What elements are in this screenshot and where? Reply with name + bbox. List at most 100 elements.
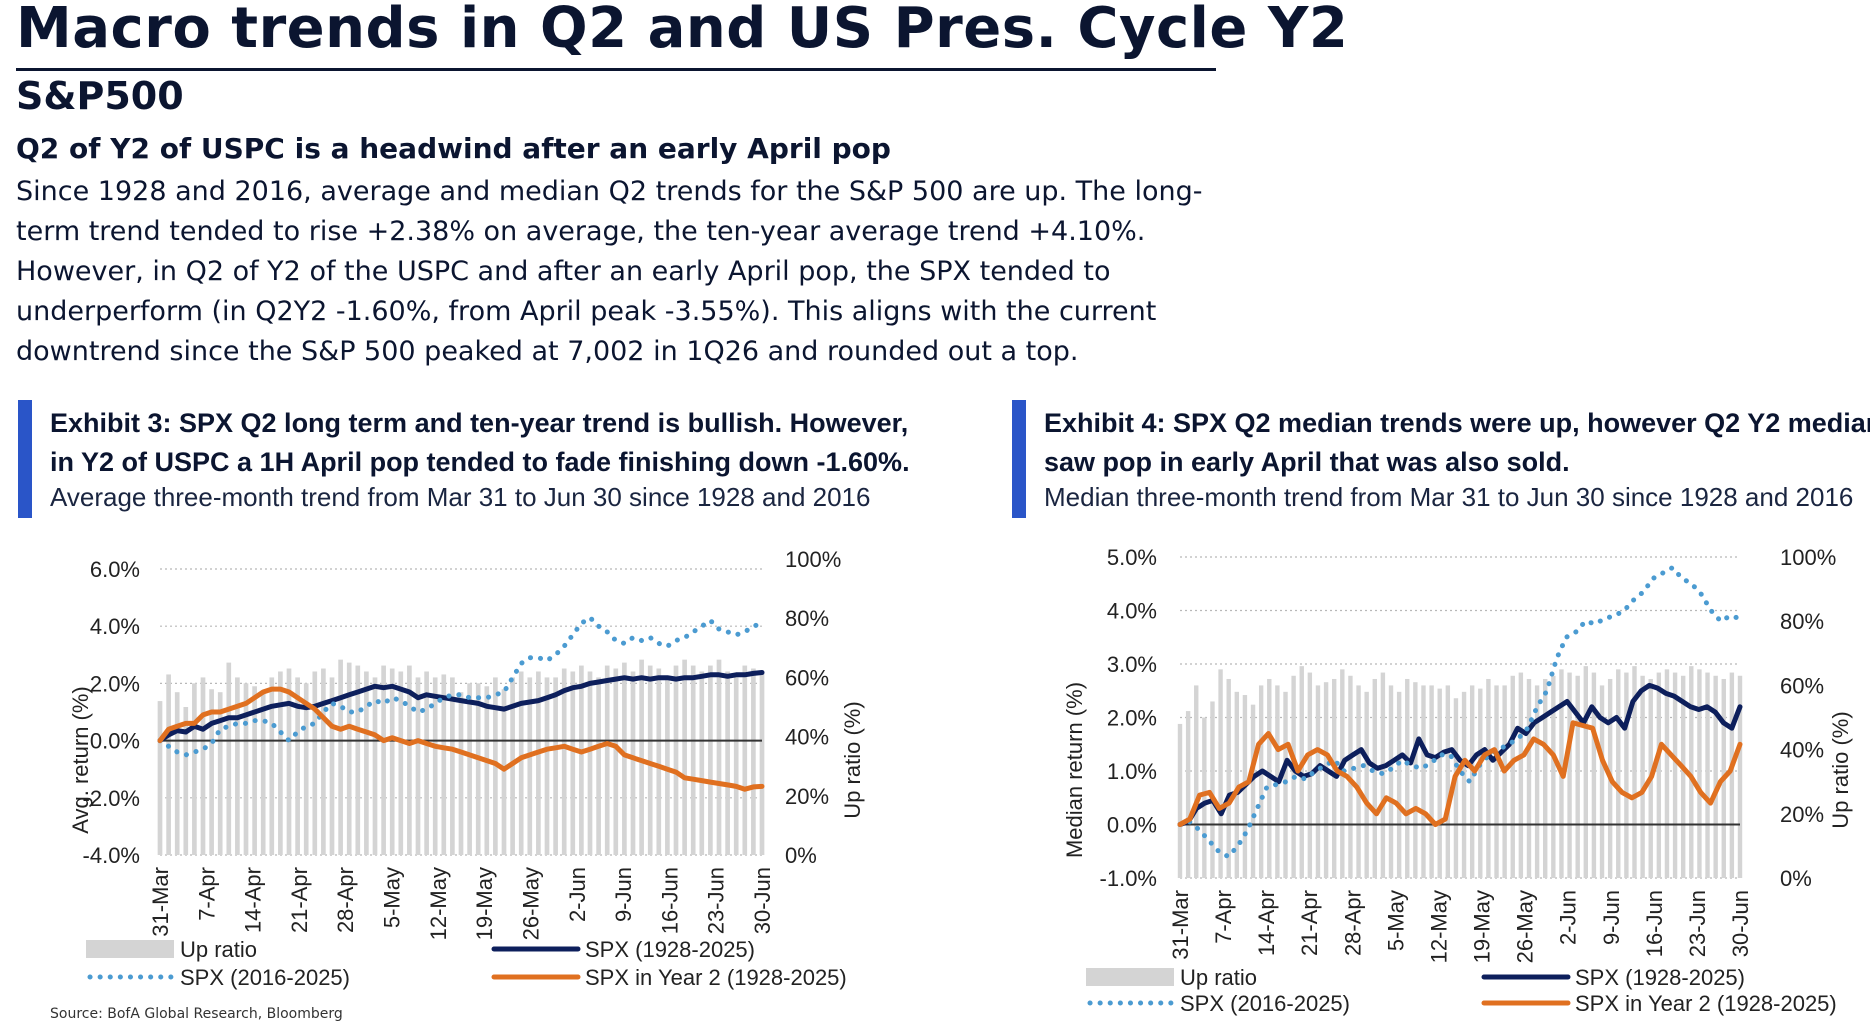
- up-ratio-bar: [1429, 685, 1434, 878]
- up-ratio-bar: [1421, 685, 1426, 878]
- up-ratio-bar: [518, 671, 524, 855]
- up-ratio-bar: [450, 677, 455, 855]
- up-ratio-bar: [346, 662, 352, 855]
- up-ratio-bar: [733, 677, 739, 855]
- y-tick-label: 2.0%: [1107, 706, 1157, 731]
- x-tick-label: 2-Jun: [565, 867, 590, 922]
- series-line: [157, 670, 765, 744]
- series-line: [1177, 720, 1743, 827]
- up-ratio-bar: [1250, 704, 1256, 878]
- legend-label: Up ratio: [180, 937, 257, 962]
- y-tick-label: -1.0%: [1100, 866, 1157, 891]
- section-headline: Q2 of Y2 of USPC is a headwind after an …: [16, 132, 891, 165]
- y2-tick-label: 40%: [785, 725, 829, 750]
- x-tick-label: 7-Apr: [1211, 890, 1236, 944]
- y-tick-label: 0.0%: [90, 729, 140, 754]
- x-tick-label: 16-Jun: [1642, 890, 1667, 957]
- up-ratio-bar: [656, 668, 662, 855]
- y-tick-label: 1.0%: [1107, 759, 1157, 784]
- x-tick-label: 5-May: [1383, 890, 1408, 951]
- up-ratio-bar: [1218, 669, 1223, 878]
- up-ratio-bar: [398, 671, 404, 855]
- y2-tick-label: 60%: [1780, 673, 1824, 698]
- series-line: [157, 686, 765, 792]
- x-tick-label: 21-Apr: [287, 867, 312, 933]
- up-ratio-bar: [1372, 678, 1377, 878]
- up-ratio-bar: [1177, 723, 1183, 878]
- x-tick-label: 12-May: [426, 867, 451, 940]
- x-tick-label: 26-May: [1513, 890, 1538, 963]
- y2-tick-label: 60%: [785, 665, 829, 690]
- y-tick-label: -4.0%: [83, 843, 140, 868]
- y2-tick-label: 40%: [1780, 738, 1824, 763]
- up-ratio-bar: [389, 668, 395, 855]
- up-ratio-bar: [1705, 672, 1710, 878]
- x-tick-label: 7-Apr: [194, 867, 219, 921]
- title-underline: [16, 68, 1216, 71]
- up-ratio-bar: [217, 692, 223, 855]
- up-ratio-bar: [372, 677, 378, 855]
- x-tick-label: 21-Apr: [1297, 890, 1322, 956]
- up-ratio-bar: [708, 665, 713, 855]
- up-ratio-bar: [1258, 685, 1264, 878]
- up-ratio-bar: [1194, 685, 1199, 878]
- exhibit-3-title: Exhibit 3: SPX Q2 long term and ten-year…: [50, 408, 910, 477]
- x-tick-label: 30-Jun: [750, 867, 775, 934]
- exhibit-4-subtitle: Median three-month trend from Mar 31 to …: [1044, 482, 1854, 512]
- x-tick-label: 14-Apr: [1254, 890, 1279, 956]
- up-ratio-bar: [1502, 685, 1507, 878]
- up-ratio-bar: [690, 665, 696, 855]
- up-ratio-bar: [682, 659, 687, 855]
- up-ratio-bar: [484, 686, 490, 855]
- y2-tick-label: 20%: [1780, 802, 1824, 827]
- up-ratio-bar: [415, 677, 421, 855]
- y2-tick-label: 100%: [785, 547, 841, 572]
- up-ratio-bar: [751, 668, 756, 855]
- up-ratio-bar: [544, 677, 550, 855]
- up-ratio-bar: [475, 683, 481, 855]
- up-ratio-bar: [424, 671, 429, 855]
- x-tick-label: 9-Jun: [611, 867, 636, 922]
- exhibit-4-title: Exhibit 4: SPX Q2 median trends were up,…: [1044, 408, 1870, 477]
- y-tick-label: 0.0%: [1107, 813, 1157, 838]
- up-ratio-bar: [441, 674, 447, 855]
- legend-label: SPX in Year 2 (1928-2025): [1575, 991, 1837, 1016]
- up-ratio-bar: [1518, 672, 1524, 878]
- up-ratio-bar: [278, 671, 283, 855]
- up-ratio-bar: [1640, 675, 1645, 878]
- x-tick-label: 14-Apr: [241, 867, 266, 933]
- up-ratio-bar: [639, 659, 644, 855]
- y-tick-label: -2.0%: [83, 786, 140, 811]
- up-ratio-bar: [235, 677, 240, 855]
- up-ratio-bar: [1672, 672, 1678, 878]
- up-ratio-bar: [1210, 701, 1215, 878]
- up-ratio-bar: [1226, 678, 1231, 878]
- x-tick-label: 26-May: [518, 867, 543, 940]
- y-tick-label: 6.0%: [90, 557, 140, 582]
- up-ratio-bar: [209, 689, 214, 855]
- up-ratio-bar: [1689, 666, 1694, 878]
- y-axis-title: Median return (%): [1062, 682, 1087, 858]
- y2-tick-label: 80%: [785, 606, 829, 631]
- up-ratio-bar: [1510, 675, 1515, 878]
- up-ratio-bar: [183, 707, 189, 855]
- up-ratio-bar: [1356, 685, 1361, 878]
- x-tick-label: 23-Jun: [1685, 890, 1710, 957]
- up-ratio-bar: [458, 692, 464, 855]
- up-ratio-bar: [604, 665, 610, 855]
- source-note: Source: BofA Global Research, Bloomberg: [50, 1006, 343, 1022]
- up-ratio-bar: [321, 668, 326, 855]
- up-ratio-bar: [622, 662, 627, 855]
- x-tick-label: 23-Jun: [704, 867, 729, 934]
- up-ratio-bar: [647, 665, 653, 855]
- up-ratio-bar: [1283, 691, 1288, 878]
- legend-swatch: [86, 940, 174, 958]
- series-line: [157, 615, 765, 758]
- up-ratio-bar: [286, 668, 292, 855]
- x-tick-label: 16-Jun: [657, 867, 682, 934]
- up-ratio-bar: [269, 677, 275, 855]
- x-tick-label: 19-May: [1470, 890, 1495, 963]
- up-ratio-bar: [243, 683, 249, 855]
- up-ratio-bar: [1526, 678, 1532, 878]
- y-tick-label: 2.0%: [90, 671, 140, 696]
